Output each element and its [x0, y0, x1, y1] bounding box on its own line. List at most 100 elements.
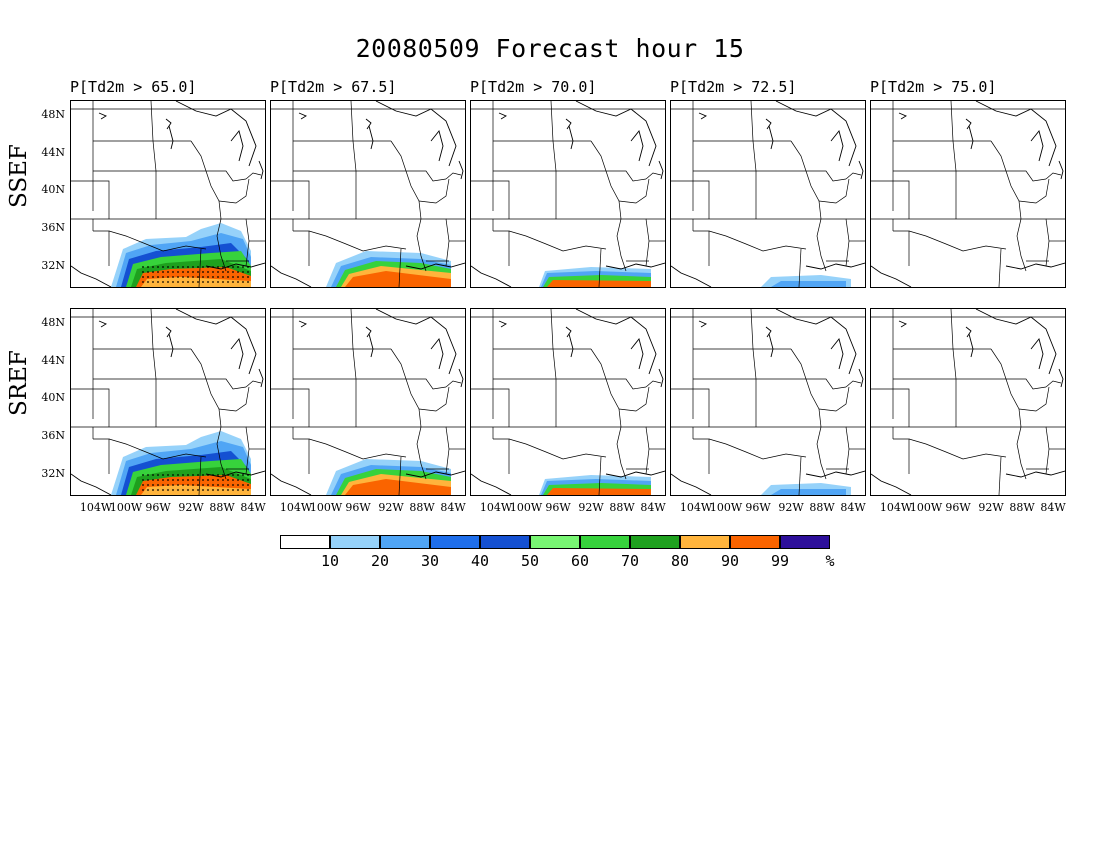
map-boundary	[293, 230, 310, 266]
probability-contour	[345, 479, 451, 495]
probability-contour	[141, 485, 251, 495]
colorbar-swatch	[380, 535, 430, 549]
map-boundary	[630, 130, 644, 162]
colorbar-swatch	[780, 535, 830, 549]
map-boundary	[605, 262, 665, 270]
colorbar-label: 80	[670, 552, 690, 570]
map-boundary	[150, 309, 157, 427]
column-title-2: P[Td2m > 67.5]	[270, 78, 397, 96]
map-boundary	[871, 388, 910, 427]
map-boundary	[826, 218, 850, 267]
map-boundary	[98, 112, 107, 120]
map-boundary	[816, 426, 827, 480]
colorbar-label: %	[825, 552, 835, 570]
lon-tick-label: 92W	[978, 501, 1004, 514]
map-boundary	[671, 265, 712, 287]
map-boundary	[308, 230, 407, 252]
map-boundary	[416, 426, 427, 480]
map-boundary	[293, 438, 310, 474]
lon-tick-label: 104W	[479, 501, 513, 514]
probability-map	[871, 101, 1065, 287]
map-boundary	[698, 112, 707, 120]
lon-tick-label: 104W	[679, 501, 713, 514]
lon-tick-label: 96W	[145, 501, 171, 514]
map-boundary	[190, 348, 222, 428]
map-boundary	[845, 172, 862, 180]
map-boundary	[575, 101, 657, 167]
map-boundary	[693, 438, 710, 474]
lat-tick-label: 48N	[41, 108, 65, 121]
map-boundary	[790, 348, 822, 428]
lon-tick-label: 84W	[1040, 501, 1066, 514]
map-boundary	[658, 160, 664, 180]
lat-tick-label: 40N	[41, 391, 65, 404]
map-boundary	[150, 101, 157, 219]
map-boundary	[406, 170, 447, 182]
map-boundary	[775, 309, 857, 375]
map-panel	[470, 308, 666, 496]
map-panel	[870, 308, 1066, 496]
lon-tick-label: 104W	[79, 501, 113, 514]
map-boundary	[550, 101, 557, 219]
map-boundary	[165, 118, 172, 130]
map-boundary	[708, 438, 807, 460]
map-boundary	[426, 426, 450, 475]
map-boundary	[350, 309, 357, 427]
map-boundary	[968, 125, 974, 150]
map-boundary	[806, 378, 847, 390]
map-boundary	[471, 180, 510, 219]
lon-tick-label: 96W	[945, 501, 971, 514]
map-boundary	[258, 160, 264, 180]
lon-tick-label: 88W	[1009, 501, 1035, 514]
map-boundary	[871, 265, 912, 287]
lon-tick-label: 100W	[109, 501, 143, 514]
lon-tick-label: 88W	[809, 501, 835, 514]
map-boundary	[998, 456, 1002, 495]
map-boundary	[226, 426, 250, 475]
lon-tick-label: 100W	[309, 501, 343, 514]
map-boundary	[645, 172, 662, 180]
map-boundary	[218, 178, 250, 204]
map-boundary	[790, 140, 822, 220]
map-boundary	[598, 248, 602, 287]
map-boundary	[858, 160, 864, 180]
lat-tick-label: 40N	[41, 183, 65, 196]
map-boundary	[550, 309, 557, 427]
map-boundary	[671, 180, 710, 219]
map-panel	[870, 100, 1066, 288]
map-boundary	[908, 438, 1007, 460]
probability-map	[671, 309, 865, 495]
map-boundary	[750, 309, 757, 427]
map-boundary	[830, 338, 844, 370]
probability-map	[271, 309, 465, 495]
map-boundary	[1006, 170, 1047, 182]
map-boundary	[365, 326, 372, 338]
map-boundary	[965, 326, 972, 338]
map-boundary	[271, 180, 310, 219]
map-boundary	[108, 230, 207, 252]
probability-map	[471, 101, 665, 287]
lat-tick-label: 48N	[41, 316, 65, 329]
map-boundary	[816, 218, 827, 272]
map-panel	[670, 308, 866, 496]
map-boundary	[418, 178, 450, 204]
map-boundary	[71, 180, 110, 219]
map-boundary	[206, 378, 247, 390]
map-boundary	[575, 309, 657, 375]
map-boundary	[230, 130, 244, 162]
map-boundary	[390, 140, 422, 220]
map-boundary	[565, 118, 572, 130]
map-boundary	[175, 309, 257, 375]
lon-tick-label: 92W	[378, 501, 404, 514]
map-boundary	[975, 101, 1057, 167]
map-boundary	[950, 101, 957, 219]
figure-title: 20080509 Forecast hour 15	[355, 34, 745, 63]
map-boundary	[508, 438, 607, 460]
map-boundary	[671, 473, 712, 495]
map-boundary	[368, 125, 374, 150]
lon-tick-label: 100W	[909, 501, 943, 514]
map-boundary	[93, 230, 110, 266]
map-boundary	[1016, 426, 1027, 480]
map-boundary	[205, 262, 265, 270]
map-boundary	[605, 470, 665, 478]
